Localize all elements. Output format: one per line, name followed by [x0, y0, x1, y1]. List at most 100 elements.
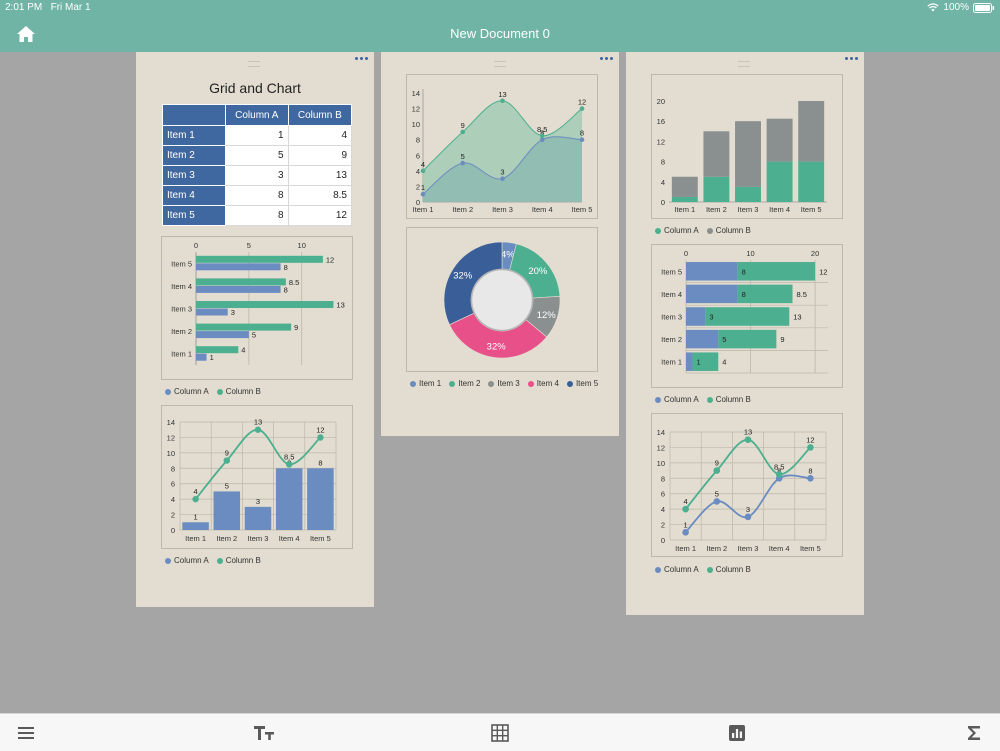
data-label: 12 [326, 255, 334, 264]
point-column-b [807, 444, 814, 451]
bar-column-b [196, 301, 334, 308]
grid-row-header[interactable]: Item 3 [162, 165, 226, 186]
area-chart-card[interactable]: 0 2 4 6 8 10 12 14 1 5 3 8 8 4 9 13 8.5 12 Item 1 Item 2 Ite… [406, 74, 598, 219]
chart-icon[interactable] [729, 724, 745, 742]
bar-column-b [196, 255, 323, 263]
donut-chart-card[interactable]: 4% 20% 12% 32% 32% [406, 227, 598, 372]
bar-column-b [737, 284, 793, 304]
y-tick-label: 4 [416, 167, 420, 176]
legend-item-2: Item 2 [449, 379, 480, 388]
grid-cell[interactable]: 5 [225, 145, 289, 166]
legend-label: Column A [664, 565, 699, 574]
hbar-chart: 0 5 10 Item 1 4 1 Item 2 9 5 Item 3 13 3 Item 4 8.58 I… [171, 241, 345, 365]
hbar-chart-card[interactable]: 0 5 10 Item 1 4 1 Item 2 9 5 Item 3 13 3 Item 4 8.5 8 I… [161, 236, 353, 380]
data-label: 3 [746, 505, 750, 514]
legend-swatch [706, 227, 713, 234]
data-label: 1 [210, 353, 214, 362]
y-tick-label: 4 [661, 178, 665, 187]
legend-swatch [655, 396, 661, 403]
grid-cell[interactable]: 8 [225, 185, 289, 206]
bar-column-b [735, 121, 761, 187]
bar-column-b [766, 118, 793, 162]
bar-column-a [686, 262, 738, 281]
data-label: 13 [793, 313, 801, 322]
category-label: Item 2 [171, 327, 192, 336]
bar-column-a [703, 176, 730, 202]
data-label: 4 [194, 487, 198, 496]
grid-cell[interactable]: 8 [225, 205, 289, 226]
bar-column-b [196, 278, 286, 286]
panel-1-drag-handle[interactable] [248, 61, 260, 67]
panel-3-drag-handle[interactable] [738, 61, 750, 67]
y-tick-label: 12 [412, 105, 420, 114]
data-label: 13 [254, 418, 262, 427]
y-tick-label: 14 [657, 428, 665, 437]
category-label: Item 3 [738, 544, 759, 553]
y-tick-label: 20 [657, 97, 665, 106]
text-format-icon[interactable] [253, 724, 275, 742]
grid-header-column-b[interactable]: Column B [287, 104, 353, 126]
bar-column-b [196, 323, 292, 331]
donut-chart: 4% 20% 12% 32% 32% [443, 241, 561, 359]
x-tick-label: 0 [684, 249, 688, 258]
menu-icon[interactable] [17, 724, 35, 742]
grid-cell[interactable]: 9 [287, 145, 353, 166]
bottom-toolbar [0, 713, 1000, 751]
bar-column-a [182, 522, 209, 530]
stacked-column-chart-card[interactable]: 0 4 8 12 16 20 Item 1 Item 2 Item 3 Item 4 Item 5 [651, 74, 843, 219]
category-label: Item 2 [661, 335, 682, 344]
grid-row-header[interactable]: Item 2 [162, 145, 226, 166]
grid-cell[interactable]: 1 [225, 125, 289, 146]
grid-cell[interactable]: 12 [287, 205, 353, 226]
legend-item-column-b: Column B [706, 226, 751, 235]
data-label: 8 [742, 267, 746, 276]
sigma-icon[interactable] [966, 724, 982, 742]
legend-item-1: Item 1 [410, 379, 441, 388]
panel-2-more-icon[interactable] [600, 57, 614, 63]
grid-cell[interactable]: 13 [287, 165, 353, 186]
data-label: 12 [578, 98, 586, 107]
grid-row-header[interactable]: Item 5 [162, 205, 226, 226]
home-icon[interactable] [16, 25, 36, 43]
grid-row-header[interactable]: Item 1 [162, 125, 226, 146]
stacked-bar-chart-card[interactable]: 0 10 20 Item 1 1 4 Item 2 5 9 Item 3 3 13 Item 4 8 8.5… [651, 244, 843, 388]
grid-cell[interactable]: 8.5 [287, 185, 353, 206]
legend-swatch [449, 380, 456, 387]
legend-label: Item 5 [575, 379, 599, 388]
data-label: 8.5 [774, 462, 784, 471]
point-column-a [807, 474, 814, 482]
point-column-b [579, 106, 585, 111]
legend-item-5: Item 5 [566, 379, 599, 388]
stacked-bar-chart: 0 10 20 Item 1 1 4 Item 2 5 9 Item 3 3 13 Item 4 8 8.5… [661, 249, 828, 374]
bar-column-b [718, 329, 777, 349]
bar-column-a [686, 307, 706, 326]
grid-cell[interactable]: 4 [287, 125, 353, 146]
panel-2-drag-handle[interactable] [494, 61, 506, 67]
data-label: 1 [696, 358, 700, 367]
y-tick-label: 8 [171, 464, 175, 473]
grid-row-header[interactable]: Item 4 [162, 185, 226, 206]
bar-column-b [196, 346, 239, 354]
stacked-bar-legend: Column A Column B [655, 395, 751, 404]
slice-label: 4% [501, 249, 515, 260]
line-chart-card[interactable]: 0 2 4 6 8 10 12 14 1 5 3 8 8 4 9 13 8.5 12 Item 1 Item 2 Ite… [651, 413, 843, 557]
data-label: 5 [715, 489, 719, 498]
grid-cell[interactable]: 3 [225, 165, 289, 186]
y-tick-label: 16 [657, 117, 665, 126]
category-label: Item 1 [661, 358, 682, 367]
grid-header-column-a[interactable]: Column A [225, 104, 289, 126]
data-label: 9 [780, 335, 784, 344]
bar-column-a [213, 491, 241, 530]
point-column-a [713, 498, 721, 505]
y-tick-label: 10 [657, 459, 665, 468]
panel-3-more-icon[interactable] [845, 57, 859, 63]
combo-chart-card[interactable]: 0 2 4 6 8 10 12 14 1 Item 1 5 Item 2 3 Item 3 8 Item 4 8… [161, 405, 353, 549]
line-chart: 0 2 4 6 8 10 12 14 1 5 3 8 8 4 9 13 8.5 12 Item 1 Item 2 Ite… [657, 428, 827, 553]
panel-1-more-icon[interactable] [355, 57, 369, 63]
grid-table-icon[interactable] [491, 724, 509, 742]
legend-label: Item 3 [497, 379, 520, 388]
data-label: 1 [421, 183, 425, 192]
navigation-bar: New Document 0 [0, 14, 1000, 52]
